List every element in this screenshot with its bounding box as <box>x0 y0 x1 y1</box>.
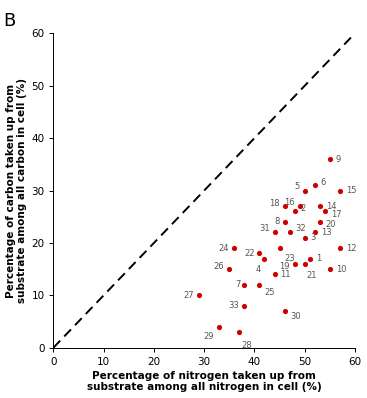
Y-axis label: Percentage of carbon taken up from
substrate among all carbon in cell (%): Percentage of carbon taken up from subst… <box>6 78 27 303</box>
Point <box>281 203 287 209</box>
Point <box>262 256 268 262</box>
Point <box>277 245 283 251</box>
Point <box>312 229 317 236</box>
Point <box>327 266 333 272</box>
Point <box>226 266 232 272</box>
Point <box>257 250 262 257</box>
Text: 18: 18 <box>269 199 280 208</box>
Text: 26: 26 <box>214 262 224 271</box>
X-axis label: Percentage of nitrogen taken up from
substrate among all nitrogen in cell (%): Percentage of nitrogen taken up from sub… <box>87 371 321 392</box>
Text: 2: 2 <box>301 204 306 213</box>
Text: 12: 12 <box>346 244 356 253</box>
Point <box>322 208 328 215</box>
Point <box>196 292 202 298</box>
Point <box>317 219 323 225</box>
Point <box>241 302 247 309</box>
Text: 28: 28 <box>242 341 252 349</box>
Point <box>236 329 242 335</box>
Text: 5: 5 <box>294 182 299 191</box>
Text: 31: 31 <box>259 224 269 233</box>
Text: 19: 19 <box>279 262 290 271</box>
Point <box>292 208 298 215</box>
Point <box>302 187 308 194</box>
Point <box>287 229 292 236</box>
Text: 11: 11 <box>280 270 291 279</box>
Point <box>327 156 333 162</box>
Text: 30: 30 <box>291 312 301 321</box>
Text: 8: 8 <box>274 217 280 226</box>
Point <box>216 324 222 330</box>
Point <box>337 187 343 194</box>
Text: 3: 3 <box>311 233 316 242</box>
Text: 32: 32 <box>295 224 306 233</box>
Text: 6: 6 <box>321 178 326 187</box>
Point <box>241 282 247 288</box>
Point <box>281 308 287 314</box>
Point <box>281 219 287 225</box>
Point <box>337 245 343 251</box>
Point <box>272 229 277 236</box>
Text: B: B <box>4 12 16 30</box>
Point <box>292 261 298 267</box>
Text: 10: 10 <box>336 265 346 273</box>
Text: 4: 4 <box>255 265 261 273</box>
Point <box>302 234 308 241</box>
Text: 20: 20 <box>326 220 336 229</box>
Point <box>317 203 323 209</box>
Point <box>272 271 277 277</box>
Text: 13: 13 <box>321 228 331 237</box>
Text: 33: 33 <box>229 301 239 310</box>
Text: 29: 29 <box>204 332 214 341</box>
Text: 16: 16 <box>284 197 295 207</box>
Point <box>307 256 313 262</box>
Text: 9: 9 <box>336 154 341 164</box>
Text: 21: 21 <box>306 271 317 280</box>
Text: 25: 25 <box>265 288 275 297</box>
Point <box>312 182 317 189</box>
Text: 23: 23 <box>284 254 295 263</box>
Point <box>231 245 237 251</box>
Text: 22: 22 <box>244 249 254 258</box>
Text: 27: 27 <box>184 291 194 300</box>
Point <box>302 261 308 267</box>
Text: 17: 17 <box>331 210 341 219</box>
Text: 24: 24 <box>219 244 229 253</box>
Text: 1: 1 <box>316 254 321 263</box>
Text: 7: 7 <box>235 280 240 289</box>
Point <box>297 203 302 209</box>
Point <box>257 282 262 288</box>
Text: 14: 14 <box>326 202 336 211</box>
Text: 15: 15 <box>346 186 356 195</box>
